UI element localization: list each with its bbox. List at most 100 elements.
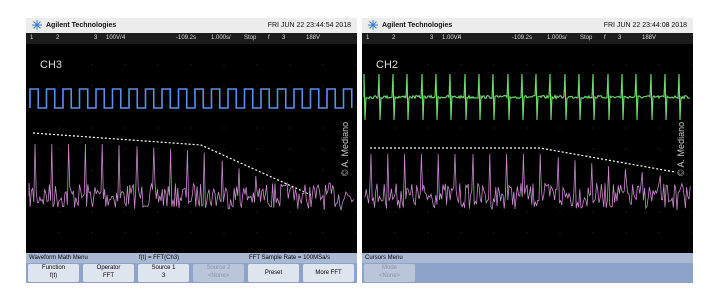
grid-dot [461, 212, 462, 213]
grid-dot [92, 191, 93, 192]
grid-dot [395, 233, 396, 234]
grid-dot [593, 212, 594, 213]
envelope-line [33, 133, 311, 195]
softkeys: Mode<None> [362, 263, 693, 283]
softkey[interactable]: More FFT [303, 264, 354, 282]
status-item: 4 [122, 35, 125, 41]
grid-dot [395, 212, 396, 213]
status-item: 1.000s/ [547, 35, 567, 41]
grid-dot [191, 149, 192, 150]
grid-dot [257, 233, 258, 234]
status-item: 3 [94, 35, 97, 41]
brand: Agilent Technologies [382, 22, 452, 29]
grid-dot [659, 233, 660, 234]
grid-dot [428, 191, 429, 192]
grid-dot [527, 65, 528, 66]
header: Agilent Technologies FRI JUN 22 23:44:08 … [362, 18, 693, 33]
grid-dot [461, 107, 462, 108]
grid-dot [659, 65, 660, 66]
grid-dot [257, 65, 258, 66]
grid-dot [92, 233, 93, 234]
grid-dot [158, 212, 159, 213]
watermark: © A. Mediano [676, 122, 686, 176]
grid-dot [290, 128, 291, 129]
logo [368, 20, 378, 30]
grid-dot [527, 170, 528, 171]
grid-dot [560, 128, 561, 129]
grid-dot [125, 149, 126, 150]
grid-dot [395, 149, 396, 150]
grid-dot [593, 233, 594, 234]
grid-dot [191, 170, 192, 171]
grid-dot [692, 233, 693, 234]
grid-dot [323, 191, 324, 192]
grid-dot [395, 128, 396, 129]
grid-dot [527, 212, 528, 213]
grid-dot [224, 149, 225, 150]
status-item: 4 [458, 35, 461, 41]
softkey-value: FFT [83, 272, 134, 280]
grid-dot [461, 233, 462, 234]
grid-dot [626, 233, 627, 234]
grid-dot [428, 233, 429, 234]
grid-dot [224, 128, 225, 129]
grid-dot [191, 212, 192, 213]
grid-dot [428, 212, 429, 213]
grid-dot [125, 65, 126, 66]
grid-dot [290, 170, 291, 171]
menu-bar: Cursors Menu [362, 253, 693, 263]
grid-dot [125, 170, 126, 171]
softkey[interactable]: Mode<None> [364, 264, 415, 282]
grid-dot [395, 86, 396, 87]
grid-dot [626, 107, 627, 108]
grid-dot [224, 191, 225, 192]
grid-dot [59, 170, 60, 171]
grid-dot [626, 86, 627, 87]
status-item: 2 [392, 35, 395, 41]
status-item: 1 [30, 35, 33, 41]
grid-dot [692, 86, 693, 87]
grid-dot [494, 128, 495, 129]
grid-dot [92, 86, 93, 87]
grid-dot [692, 107, 693, 108]
softkey-value: <None> [193, 272, 244, 280]
grid-dot [659, 149, 660, 150]
grid-dot [494, 170, 495, 171]
grid-dot [125, 128, 126, 129]
grid-dot [395, 170, 396, 171]
grid-dot [527, 128, 528, 129]
grid-dot [659, 107, 660, 108]
status-item: f [604, 35, 606, 41]
grid-dot [356, 191, 357, 192]
grid-dot [428, 149, 429, 150]
grid-dot [692, 212, 693, 213]
softkey[interactable]: Preset [248, 264, 299, 282]
grid-dot [92, 128, 93, 129]
softkey-label: Source 1 [138, 264, 189, 272]
grid-dot [224, 65, 225, 66]
grid-dot [158, 65, 159, 66]
softkey[interactable]: Source 2<None> [193, 264, 244, 282]
grid-dot [560, 233, 561, 234]
grid-dot [428, 128, 429, 129]
grid-dot [290, 233, 291, 234]
grid-dot [323, 86, 324, 87]
datetime: FRI JUN 22 23:44:08 2018 [604, 22, 687, 29]
grid-dot [560, 212, 561, 213]
grid-dot [692, 149, 693, 150]
grid-dot [428, 107, 429, 108]
grid-dot [323, 170, 324, 171]
grid-dot [323, 65, 324, 66]
channel-trace [364, 74, 690, 120]
grid-dot [659, 191, 660, 192]
grid-dot [158, 149, 159, 150]
grid-dot [527, 233, 528, 234]
grid-dot [626, 128, 627, 129]
grid-dot [224, 86, 225, 87]
grid-dot [191, 233, 192, 234]
